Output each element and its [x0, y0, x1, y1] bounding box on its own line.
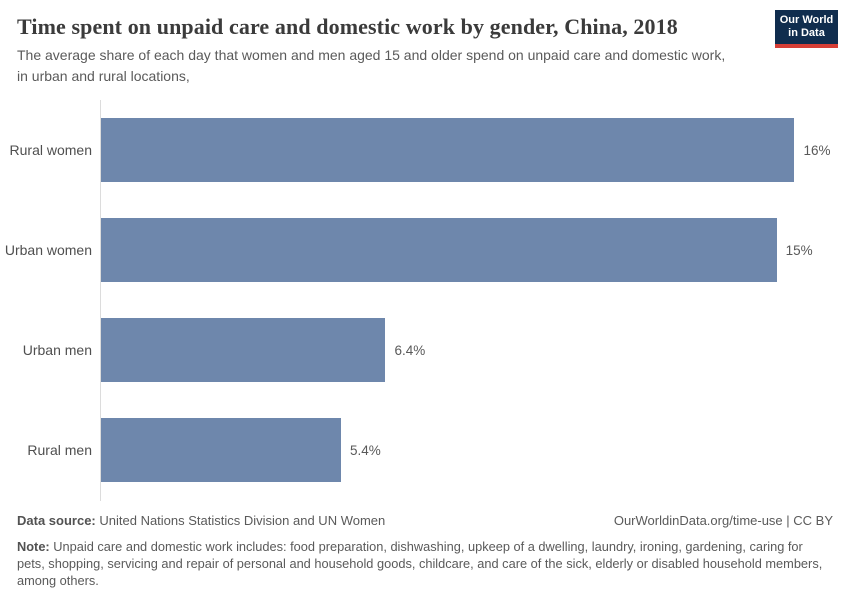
- owid-logo: Our World in Data: [775, 10, 838, 48]
- bar-rural-women[interactable]: [101, 118, 795, 182]
- bar-urban-women[interactable]: [101, 218, 777, 282]
- owid-logo-line2: in Data: [788, 27, 825, 39]
- category-label-rural-men: Rural men: [27, 442, 92, 458]
- category-label-urban-men: Urban men: [22, 342, 92, 358]
- bar-urban-men[interactable]: [101, 318, 386, 382]
- value-label-rural-women: 16%: [803, 142, 831, 158]
- bar-area: 16%: [101, 100, 830, 200]
- value-label-urban-men: 6.4%: [394, 342, 426, 358]
- data-source-label: Data source:: [17, 513, 96, 528]
- note-label: Note:: [17, 539, 50, 554]
- data-source-text: United Nations Statistics Division and U…: [99, 513, 386, 528]
- bar-row-urban-men: Urban men 6.4%: [0, 300, 850, 400]
- value-label-urban-women: 15%: [785, 242, 813, 258]
- bar-chart: Rural women 16% Urban women 15% Urban me…: [0, 100, 850, 501]
- bar-area: 6.4%: [101, 300, 830, 400]
- category-label-rural-women: Rural women: [9, 142, 92, 158]
- chart-title: Time spent on unpaid care and domestic w…: [17, 14, 678, 39]
- chart-footer: Data source: United Nations Statistics D…: [17, 512, 833, 589]
- bar-row-rural-men: Rural men 5.4%: [0, 400, 850, 500]
- chart-note: Note: Unpaid care and domestic work incl…: [17, 538, 833, 589]
- data-source: Data source: United Nations Statistics D…: [17, 512, 385, 529]
- chart-subtitle: The average share of each day that women…: [17, 47, 726, 84]
- bar-row-urban-women: Urban women 15%: [0, 200, 850, 300]
- bar-area: 15%: [101, 200, 830, 300]
- value-label-rural-men: 5.4%: [350, 442, 381, 458]
- category-label-urban-women: Urban women: [4, 242, 92, 258]
- bar-row-rural-women: Rural women 16%: [0, 100, 850, 200]
- note-text: Unpaid care and domestic work includes: …: [17, 539, 823, 588]
- attribution-link[interactable]: OurWorldinData.org/time-use | CC BY: [613, 513, 833, 528]
- owid-logo-line1: Our World: [779, 14, 834, 26]
- y-axis-line: [100, 100, 101, 501]
- footer-source-row: Data source: United Nations Statistics D…: [17, 512, 833, 529]
- bar-rural-men[interactable]: [101, 418, 342, 482]
- bar-area: 5.4%: [101, 400, 830, 500]
